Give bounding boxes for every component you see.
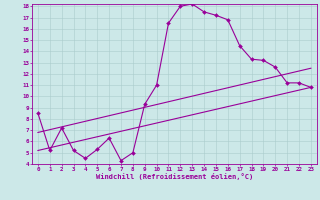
X-axis label: Windchill (Refroidissement éolien,°C): Windchill (Refroidissement éolien,°C) <box>96 173 253 180</box>
